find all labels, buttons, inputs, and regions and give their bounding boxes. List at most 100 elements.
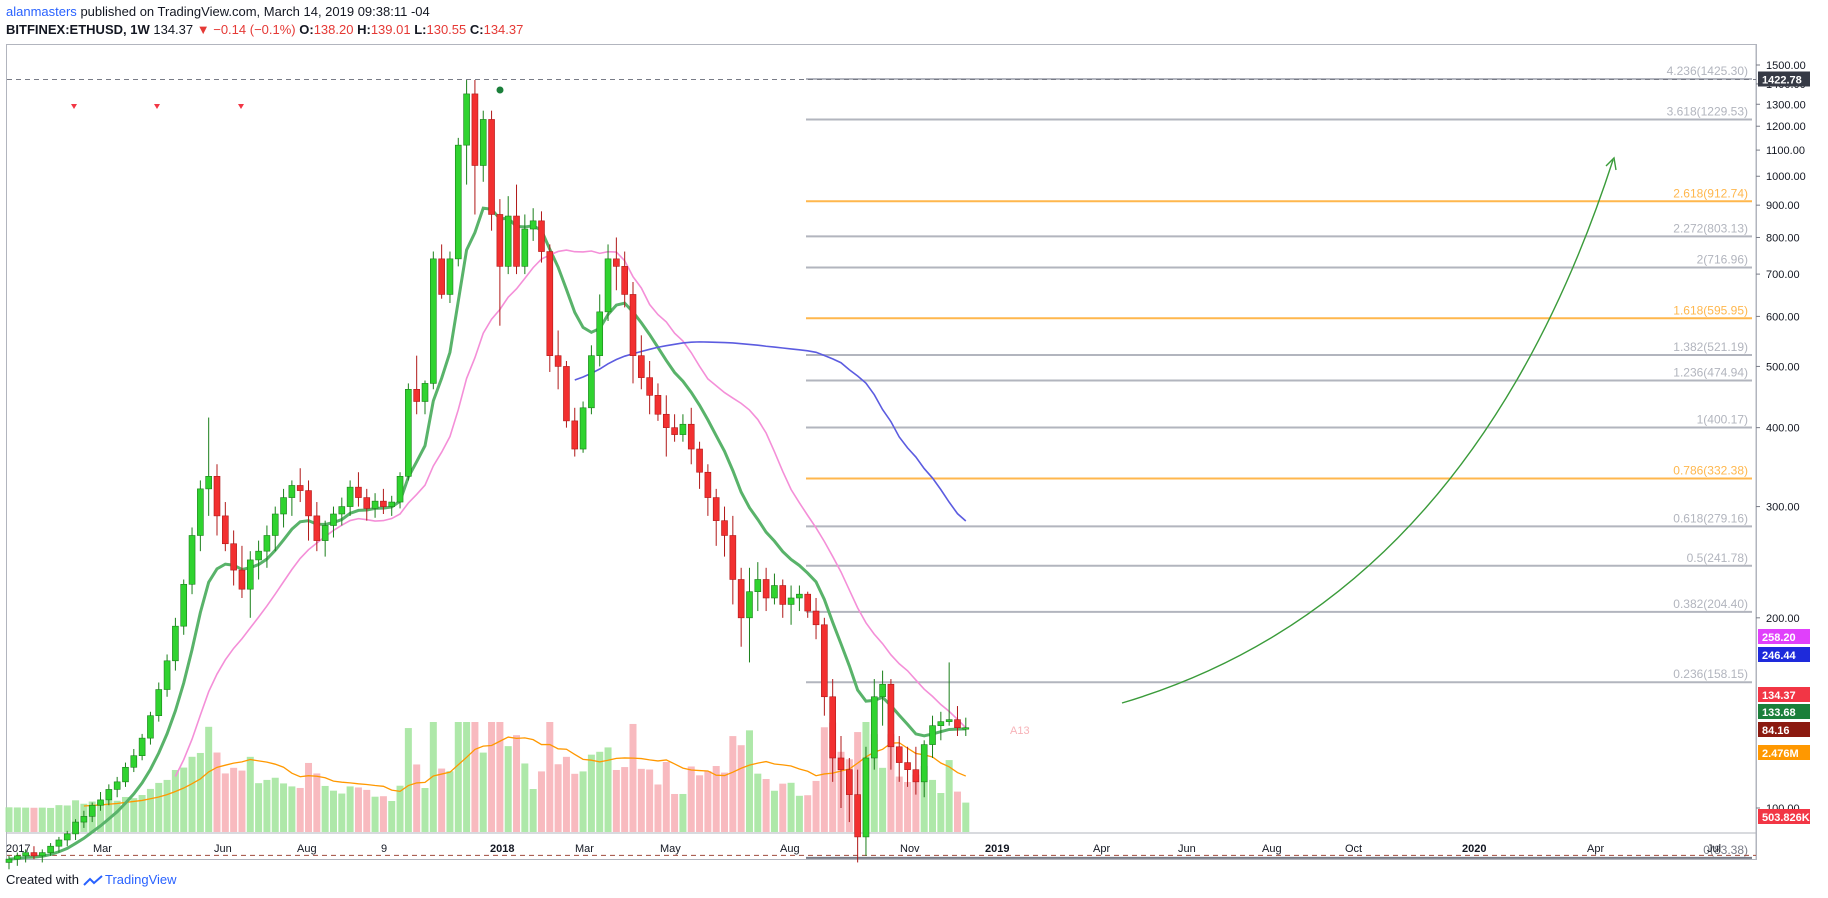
volume-bar [371, 796, 379, 832]
author-link[interactable]: alanmasters [6, 4, 77, 19]
volume-bar [396, 785, 404, 832]
publish-line: alanmasters published on TradingView.com… [6, 4, 430, 19]
volume-bar [429, 722, 437, 832]
candle-body [812, 610, 820, 626]
last-price: 134.37 [153, 22, 194, 37]
forecast-arrowhead [1605, 156, 1617, 171]
candle-body [879, 683, 886, 698]
volume-bar [171, 769, 179, 832]
footer: Created with TradingView [6, 872, 177, 887]
svg-text:2.476M: 2.476M [1762, 748, 1799, 760]
candle-body [321, 525, 329, 541]
volume-bar [213, 752, 221, 832]
price-label-tag: 258.20 [1758, 629, 1810, 644]
volume-bar [30, 807, 38, 832]
candle-body [504, 215, 512, 267]
candle-body [746, 591, 753, 619]
time-tick-label: Oct [1345, 843, 1362, 855]
volume-bar [246, 756, 254, 832]
candle-body [205, 476, 212, 490]
tradingview-link[interactable]: TradingView [104, 872, 177, 887]
price-tick-label: 400.00 [1766, 423, 1800, 435]
volume-bar [687, 766, 695, 832]
candle-body [188, 535, 196, 585]
candle-body [122, 766, 129, 783]
candle-body [870, 696, 878, 759]
volume-bar [546, 722, 554, 832]
candle-body [787, 597, 795, 605]
volume-bar [795, 795, 803, 832]
volume-bar [820, 727, 828, 832]
volume-bar [712, 766, 720, 832]
volume-bar [180, 767, 188, 832]
volume-bar [562, 756, 570, 832]
volume-bar [421, 788, 429, 832]
volume-bar [929, 779, 937, 832]
volume-bar [13, 807, 21, 832]
candle-body [72, 821, 79, 835]
time-tick-label: Aug [297, 843, 317, 855]
candle-body [662, 413, 670, 428]
candle-body [687, 423, 695, 450]
candle-body [180, 583, 188, 627]
ma-green-line [8, 206, 966, 861]
candle-body [696, 448, 703, 473]
candle-body [721, 520, 728, 536]
candle-body [538, 220, 545, 252]
candle-body [904, 762, 911, 770]
sell-marker-icon [71, 104, 77, 109]
candle-body [479, 119, 487, 166]
candle-body [954, 719, 961, 729]
candle-body [255, 550, 262, 561]
volume-bar [679, 793, 687, 832]
candle-body [546, 251, 554, 356]
volume-bar [238, 770, 246, 832]
published-text: published on TradingView.com, March 14, … [80, 4, 430, 19]
volume-bar [38, 807, 46, 832]
volume-bar [130, 798, 138, 832]
candle-body [238, 569, 246, 590]
volume-bar [513, 735, 521, 832]
close-value: 134.37 [483, 22, 524, 37]
volume-bar [63, 805, 71, 832]
ma-pink-line [174, 249, 967, 777]
candle-body [430, 258, 437, 384]
candle-body [355, 486, 362, 498]
fib-level-label: 4.236(1425.30) [1667, 64, 1748, 78]
volume-bar [904, 781, 912, 832]
price-tick-label: 300.00 [1766, 502, 1800, 514]
svg-text:134.37: 134.37 [1762, 690, 1796, 702]
price-tick-label: 1000.00 [1766, 171, 1806, 183]
candle-body [729, 535, 737, 580]
volume-bar [779, 783, 787, 832]
candle-body [280, 497, 287, 515]
fib-level-label: 0.382(204.40) [1673, 597, 1748, 611]
volume-bar [920, 766, 928, 832]
svg-text:133.68: 133.68 [1762, 707, 1796, 719]
volume-bar [404, 728, 412, 832]
volume-bar [571, 773, 579, 832]
fib-level-label: 2.618(912.74) [1673, 186, 1748, 200]
fib-level-label: 0.236(158.15) [1673, 667, 1748, 681]
volume-bar [612, 769, 620, 832]
candle-body [862, 757, 870, 838]
volume-bar [770, 790, 778, 832]
candle-body [163, 660, 171, 690]
candle-body [613, 258, 620, 267]
sell-marker-icon [154, 104, 160, 109]
candle-body [829, 696, 836, 759]
candle-body [846, 769, 853, 795]
volume-bar [446, 771, 454, 832]
tradingview-logo-icon [83, 874, 103, 886]
candle-body [88, 804, 96, 817]
candle-body [38, 852, 46, 857]
candle-body [446, 258, 454, 295]
fib-level-label: 1.236(474.94) [1673, 366, 1748, 380]
volume-bar [587, 754, 595, 832]
volume-bar [887, 734, 895, 832]
candle-body [579, 407, 587, 450]
svg-text:246.44: 246.44 [1762, 650, 1797, 662]
close-label: C: [469, 22, 484, 37]
candle-body [338, 506, 346, 515]
